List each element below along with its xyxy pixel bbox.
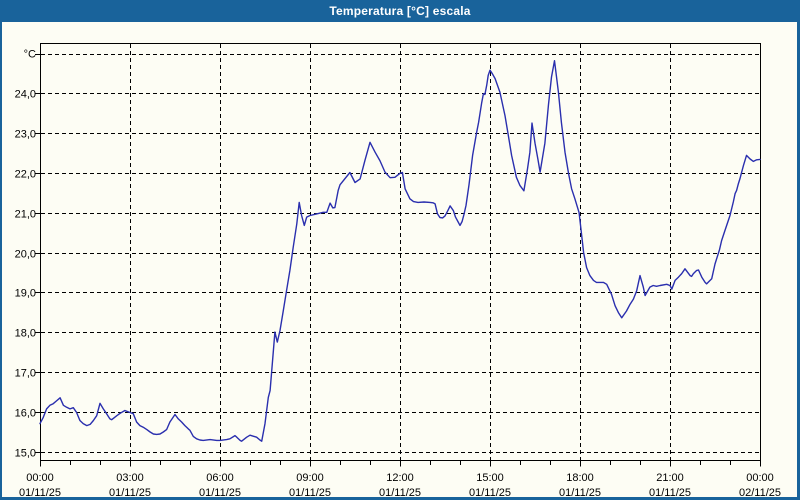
y-tick-label: 20,0 bbox=[15, 249, 36, 261]
y-axis-labels: 15,0 16,0 17,0 18,0 19,0 20,0 21,0 22,0 23,0 24,0… bbox=[15, 49, 36, 460]
x-tick-date-label: 01/11/25 bbox=[19, 487, 61, 497]
temperature-series-line bbox=[39, 60, 761, 442]
x-tick-time-label: 12:00 bbox=[386, 472, 414, 484]
x-tick-date-label: 01/11/25 bbox=[559, 487, 601, 497]
x-axis-labels: 00:00 01/11/25 03:00 01/11/25 06:00 01/11/25 0… bbox=[19, 472, 781, 497]
x-tick-time-label: 00:00 bbox=[26, 472, 54, 484]
chart-content: 15,0 16,0 17,0 18,0 19,0 20,0 21,0 22,0 23,0 24,0… bbox=[2, 22, 797, 497]
y-tick-label: 22,0 bbox=[15, 169, 36, 181]
gridlines bbox=[41, 44, 760, 460]
x-tick-time-label: 18:00 bbox=[566, 472, 594, 484]
temperature-chart: 15,0 16,0 17,0 18,0 19,0 20,0 21,0 22,0 23,0 24,0… bbox=[15, 43, 781, 497]
x-tick-date-label: 01/11/25 bbox=[289, 487, 331, 497]
x-tick-time-label: 09:00 bbox=[296, 472, 324, 484]
window-title-bar[interactable]: Temperatura [°C] escala bbox=[0, 0, 800, 22]
x-tick-time-label: 06:00 bbox=[206, 472, 234, 484]
x-tick-time-label: 15:00 bbox=[476, 472, 504, 484]
x-tick-date-label: 01/11/25 bbox=[199, 487, 241, 497]
x-tick-date-label: 02/11/25 bbox=[739, 487, 781, 497]
y-tick-label: 18,0 bbox=[15, 328, 36, 340]
x-tick-date-label: 01/11/25 bbox=[469, 487, 511, 497]
axis-ticks bbox=[35, 54, 761, 467]
y-tick-label: 21,0 bbox=[15, 209, 36, 221]
x-tick-date-label: 01/11/25 bbox=[649, 487, 691, 497]
x-tick-time-label: 03:00 bbox=[116, 472, 144, 484]
y-tick-label: 17,0 bbox=[15, 368, 36, 380]
y-tick-label: 16,0 bbox=[15, 408, 36, 420]
y-tick-label: 24,0 bbox=[15, 89, 36, 101]
x-tick-time-label: 00:00 bbox=[746, 472, 774, 484]
window-title: Temperatura [°C] escala bbox=[329, 4, 471, 18]
x-tick-date-label: 01/11/25 bbox=[379, 487, 421, 497]
y-tick-label: 23,0 bbox=[15, 129, 36, 141]
x-tick-date-label: 01/11/25 bbox=[109, 487, 151, 497]
y-axis-unit-label: °C bbox=[24, 49, 36, 61]
y-tick-label: 19,0 bbox=[15, 288, 36, 300]
plot-border bbox=[40, 43, 761, 461]
y-tick-label: 15,0 bbox=[15, 448, 36, 460]
x-tick-time-label: 21:00 bbox=[656, 472, 684, 484]
